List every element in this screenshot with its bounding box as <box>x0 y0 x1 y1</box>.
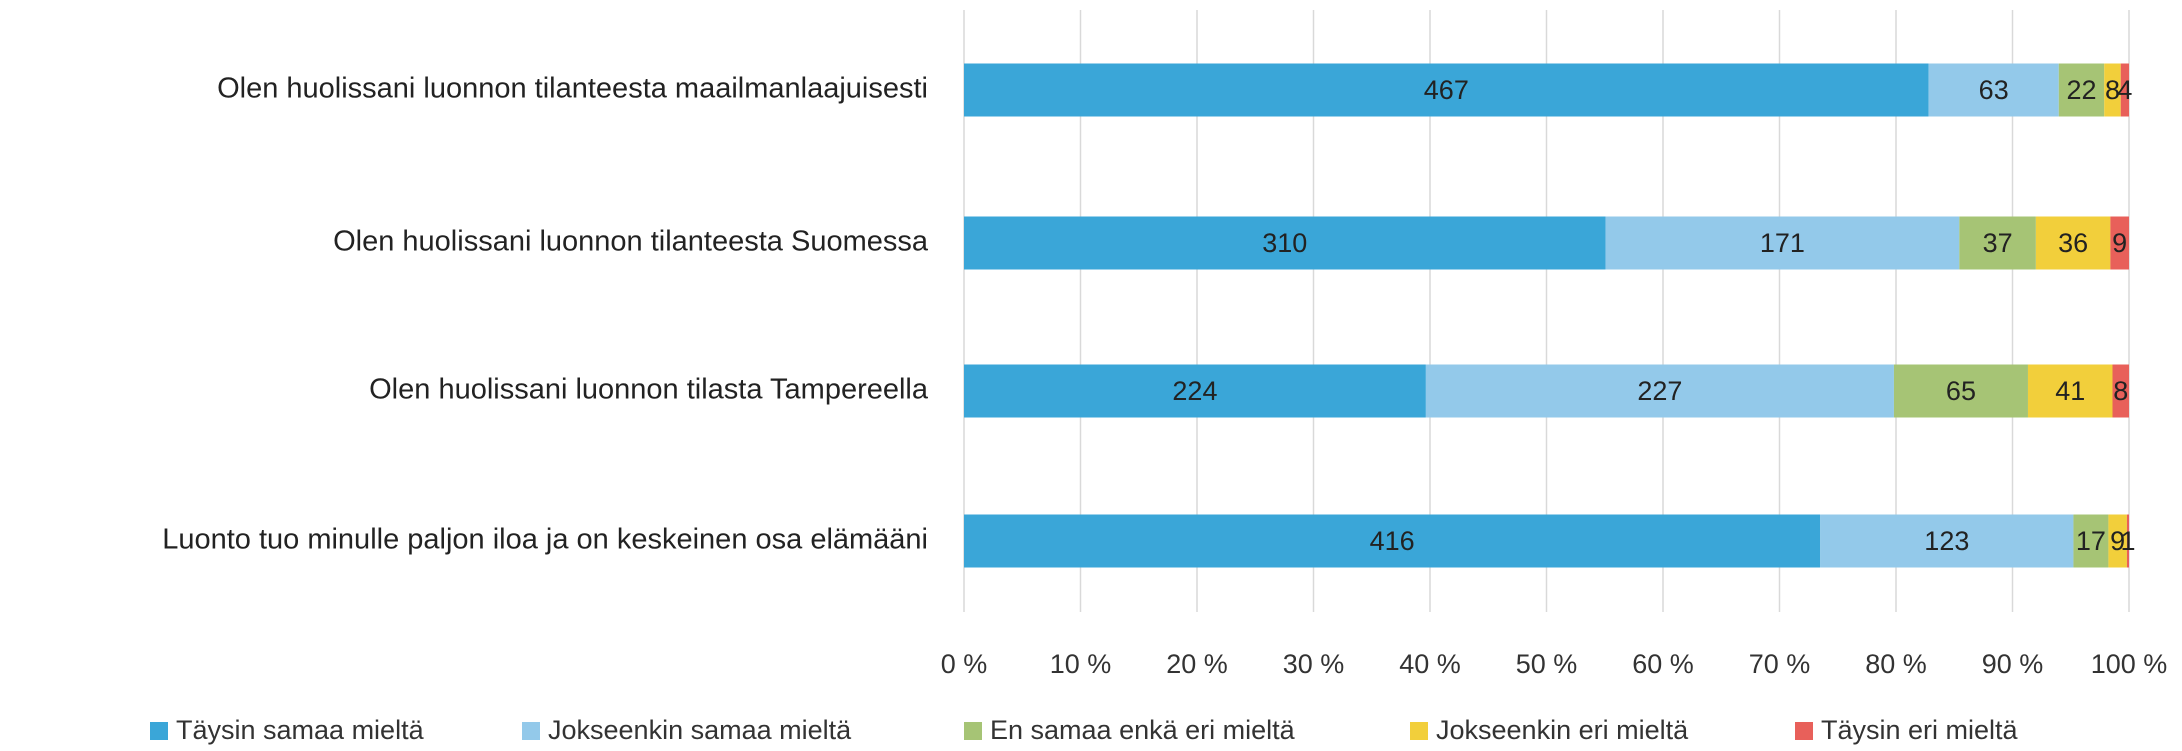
data-label: 65 <box>1946 376 1976 406</box>
bar-segment <box>1425 364 1894 418</box>
data-label: 17 <box>2076 526 2106 556</box>
bar-segment <box>2120 63 2129 117</box>
data-label: 4 <box>2117 75 2132 105</box>
x-tick-label: 40 % <box>1399 649 1461 679</box>
x-tick-label: 20 % <box>1166 649 1228 679</box>
category-label: Olen huolissani luonnon tilanteesta Suom… <box>333 226 929 258</box>
data-label: 37 <box>1983 228 2013 258</box>
bar-segment <box>2058 63 2105 117</box>
bar-segment <box>2073 514 2109 568</box>
bar-segment <box>2112 364 2129 418</box>
x-tick-label: 10 % <box>1050 649 1112 679</box>
legend-label: Jokseenkin eri mieltä <box>1436 715 1689 745</box>
bar-segment <box>1959 216 2036 270</box>
x-tick-label: 60 % <box>1632 649 1694 679</box>
legend-swatch <box>150 722 168 740</box>
x-tick-label: 0 % <box>941 649 988 679</box>
data-label: 8 <box>2113 376 2128 406</box>
data-label: 227 <box>1637 376 1682 406</box>
x-tick-label: 50 % <box>1516 649 1578 679</box>
bar-segment <box>2126 514 2129 568</box>
data-label: 224 <box>1172 376 1217 406</box>
data-label: 123 <box>1924 526 1969 556</box>
bar-segment <box>2110 216 2129 270</box>
legend-swatch <box>522 722 540 740</box>
x-tick-label: 100 % <box>2091 649 2168 679</box>
data-label: 9 <box>2112 228 2127 258</box>
legend-swatch <box>964 722 982 740</box>
data-label: 63 <box>1979 75 2009 105</box>
bar-segment <box>2027 364 2113 418</box>
data-label: 9 <box>2110 526 2125 556</box>
legend-label: Jokseenkin samaa mieltä <box>548 715 852 745</box>
bar-segment <box>964 63 1929 117</box>
bar-segment <box>1928 63 2059 117</box>
legend-label: Täysin eri mieltä <box>1821 715 2019 745</box>
data-label: 416 <box>1370 526 1415 556</box>
bar-segment <box>2035 216 2111 270</box>
bar-segment <box>964 514 1821 568</box>
data-label: 171 <box>1760 228 1805 258</box>
bar-segment <box>964 216 1606 270</box>
legend-swatch <box>1795 722 1813 740</box>
category-label: Luonto tuo minulle paljon iloa ja on kes… <box>162 524 928 556</box>
bar-segment <box>1820 514 2074 568</box>
x-tick-label: 70 % <box>1749 649 1811 679</box>
legend-swatch <box>1410 722 1428 740</box>
legend-label: En samaa enkä eri mieltä <box>990 715 1296 745</box>
legend-label: Täysin samaa mieltä <box>176 715 425 745</box>
x-tick-label: 80 % <box>1865 649 1927 679</box>
data-label: 8 <box>2105 75 2120 105</box>
category-label: Olen huolissani luonnon tilasta Tamperee… <box>369 374 929 406</box>
bar-segment <box>1605 216 1960 270</box>
x-tick-label: 30 % <box>1283 649 1345 679</box>
data-label: 36 <box>2058 228 2088 258</box>
bar-segment <box>964 364 1426 418</box>
bar-segment <box>1893 364 2028 418</box>
bar-segment <box>2108 514 2127 568</box>
bar-segment <box>2104 63 2121 117</box>
category-label: Olen huolissani luonnon tilanteesta maai… <box>217 73 928 105</box>
data-label: 41 <box>2055 376 2085 406</box>
data-label: 1 <box>2120 526 2135 556</box>
data-label: 310 <box>1262 228 1307 258</box>
data-label: 467 <box>1424 75 1469 105</box>
x-tick-label: 90 % <box>1982 649 2044 679</box>
data-label: 22 <box>2066 75 2096 105</box>
